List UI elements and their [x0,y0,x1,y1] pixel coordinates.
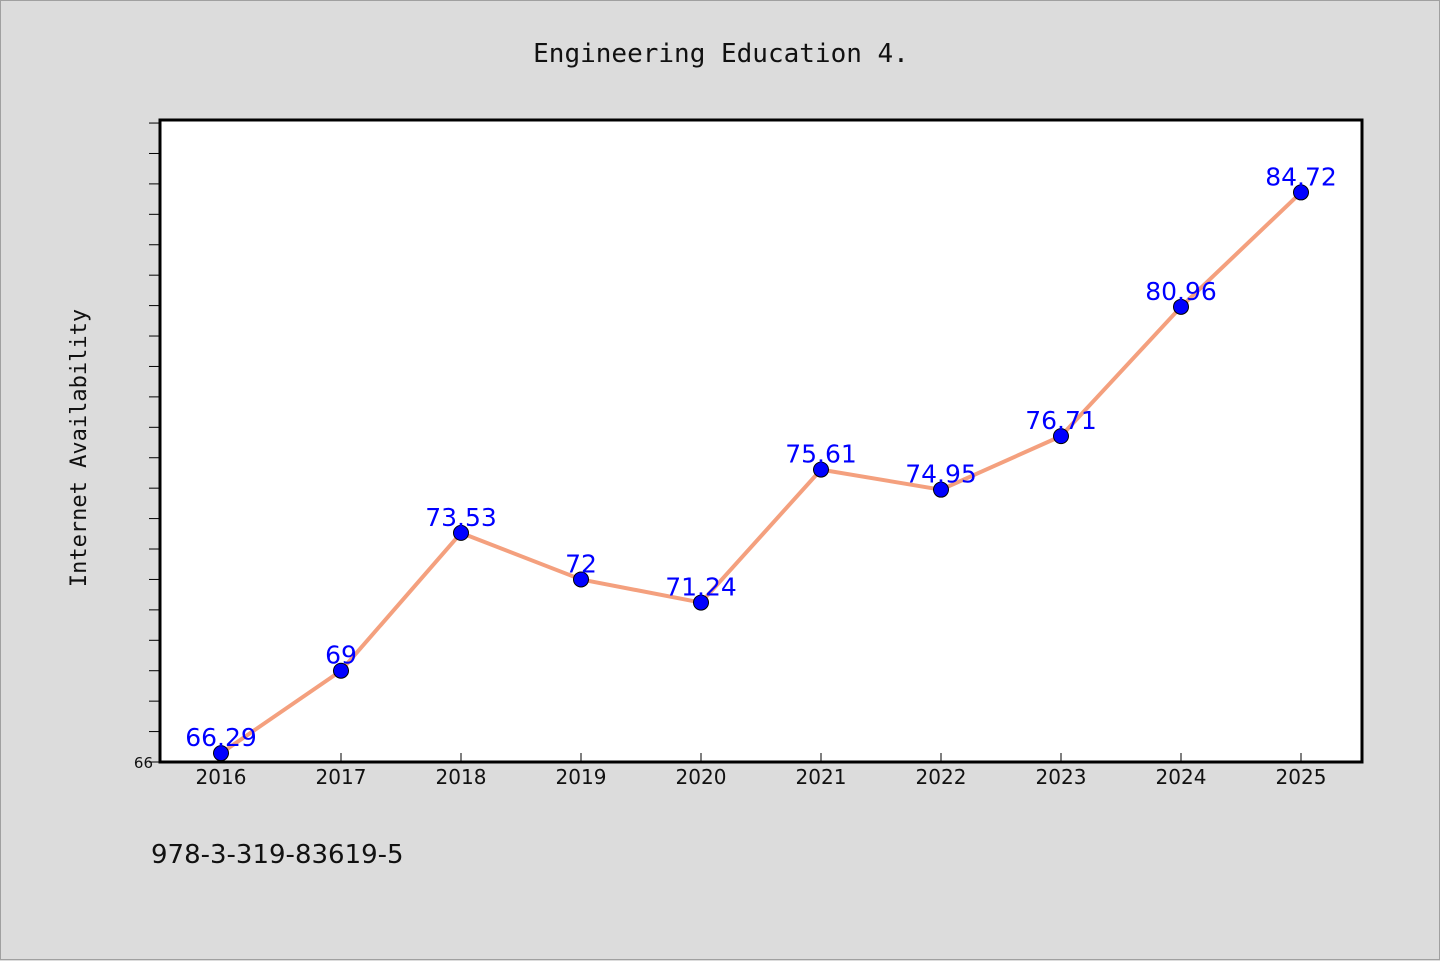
x-tick-label: 2024 [1156,765,1207,789]
y-tick-label: 66 [134,754,153,772]
x-tick-label: 2016 [196,765,247,789]
data-label: 74.95 [905,460,977,489]
data-point [813,461,829,478]
x-tick-label: 2021 [796,765,847,789]
x-tick-label: 2022 [916,765,967,789]
x-tick-label: 2019 [556,765,607,789]
data-point [1053,428,1069,445]
data-point [573,571,589,588]
data-point [1173,298,1189,315]
data-label: 72 [565,549,597,578]
data-label: 69 [325,641,357,670]
series-markers [213,184,1309,762]
data-label: 84.72 [1265,162,1337,191]
data-point [333,662,349,679]
plot-area [158,118,1364,764]
data-point [1293,184,1309,201]
series-line [219,190,1303,755]
data-label: 76.71 [1025,406,1097,435]
data-label: 73.53 [425,503,497,532]
data-label: 75.61 [785,440,857,469]
x-tick-label: 2018 [436,765,487,789]
data-point [213,745,229,762]
x-axis-ticks: 2016 2017 2018 2019 2020 2021 2022 2023 2024 2025 [196,753,1327,789]
data-point [693,594,709,611]
data-point [453,524,469,541]
x-tick-label: 2017 [316,765,367,789]
data-point [933,481,949,498]
x-tick-label: 2023 [1036,765,1087,789]
data-label: 66.29 [185,723,257,752]
y-axis-label: Internet Availability [67,309,92,587]
data-labels: 66.29 69 73.53 72 71.24 75.61 74.95 76.71 80.96 8… [185,162,1337,752]
data-label: 80.96 [1145,277,1217,306]
series-lines [219,190,1303,755]
data-label: 71.24 [665,573,737,602]
x-tick-label: 2020 [676,765,727,789]
y-axis-ticks: 66 [134,122,160,772]
isbn-text: 978-3-319-83619-5 [151,840,404,870]
chart-title: Engineering Education 4. [533,39,909,69]
x-tick-label: 2025 [1276,765,1327,789]
